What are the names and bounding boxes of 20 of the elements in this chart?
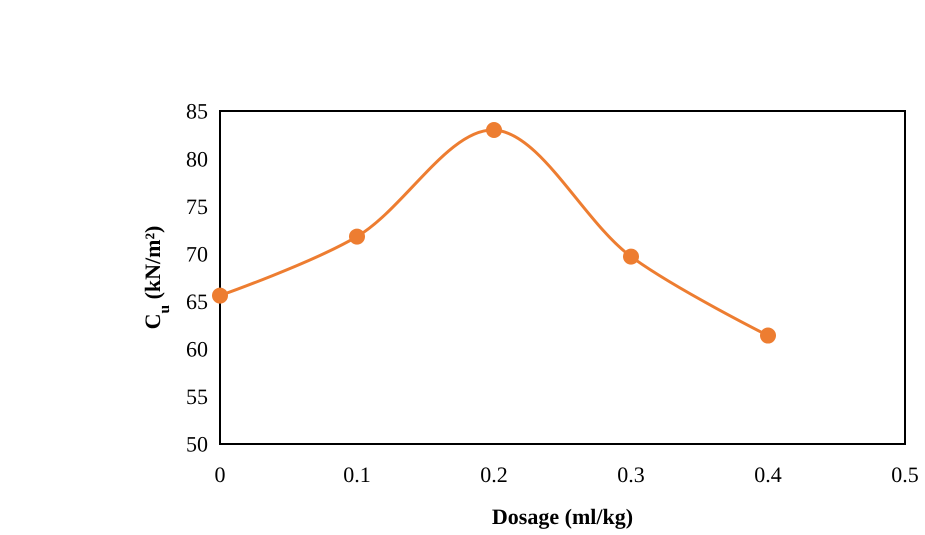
x-tick-label: 0.3: [617, 462, 645, 487]
y-tick-label: 85: [186, 98, 208, 124]
y-tick-label: 55: [186, 384, 208, 410]
y-tick-label: 65: [186, 288, 208, 314]
point: [349, 228, 365, 245]
x-tick-label: 0.5: [891, 462, 919, 487]
point: [760, 328, 776, 344]
x-tick-label: 0.1: [343, 462, 371, 487]
y-tick-label: 50: [186, 432, 208, 457]
x-axis-title: Dosage (ml/kg): [492, 504, 634, 529]
y-tick-label: 70: [186, 241, 208, 266]
point: [212, 288, 228, 304]
point: [486, 122, 502, 138]
point: [623, 248, 639, 265]
x-tick-label: 0.2: [480, 462, 508, 487]
y-tick-label: 80: [186, 146, 208, 172]
y-tick-label: 75: [186, 194, 208, 219]
x-tick-label: 0: [214, 462, 226, 487]
y-tick-label: 60: [186, 336, 208, 362]
x-tick-label: 0.4: [754, 462, 782, 487]
